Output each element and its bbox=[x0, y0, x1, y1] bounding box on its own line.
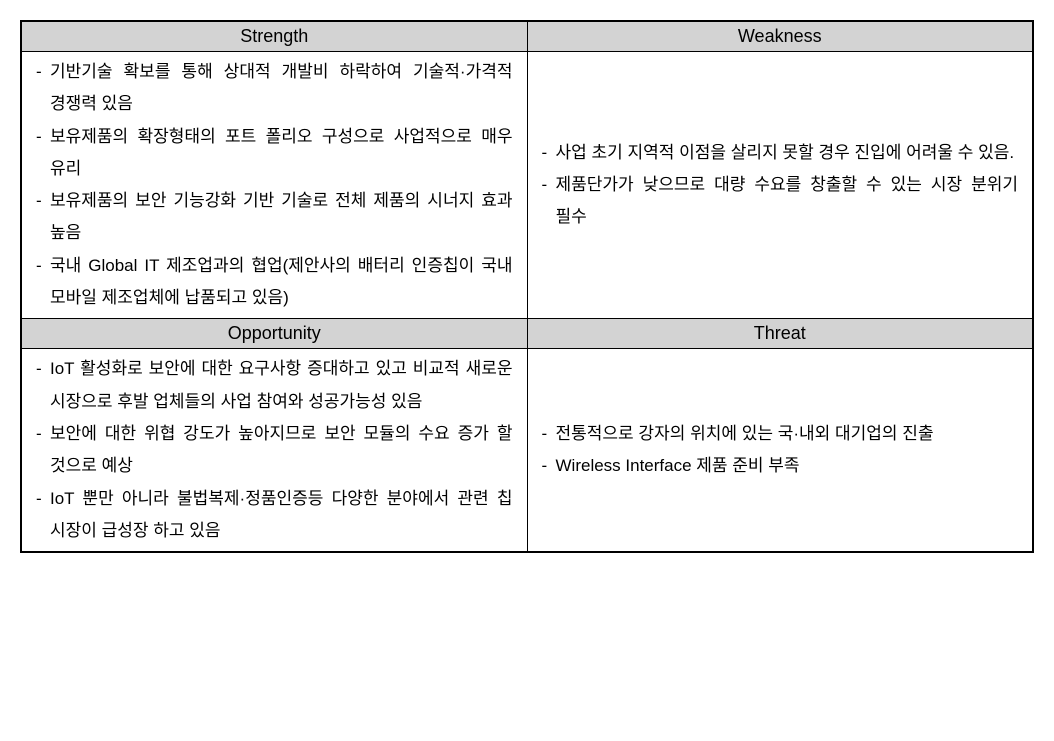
list-item: 국내 Global IT 제조업과의 협업(제안사의 배터리 인증칩이 국내 모… bbox=[36, 250, 513, 315]
list-item: 기반기술 확보를 통해 상대적 개발비 하락하여 기술적·가격적 경쟁력 있음 bbox=[36, 56, 513, 121]
opportunity-list: IoT 활성화로 보안에 대한 요구사항 증대하고 있고 비교적 새로운 시장으… bbox=[36, 353, 513, 547]
threat-list: 전통적으로 강자의 위치에 있는 국·내외 대기업의 진출 Wireless I… bbox=[542, 418, 1019, 483]
strength-header: Strength bbox=[21, 21, 527, 52]
list-item: IoT 뿐만 아니라 불법복제·정품인증등 다양한 분야에서 관련 칩 시장이 … bbox=[36, 483, 513, 548]
strength-list: 기반기술 확보를 통해 상대적 개발비 하락하여 기술적·가격적 경쟁력 있음 … bbox=[36, 56, 513, 314]
threat-cell: 전통적으로 강자의 위치에 있는 국·내외 대기업의 진출 Wireless I… bbox=[527, 349, 1033, 552]
strength-cell: 기반기술 확보를 통해 상대적 개발비 하락하여 기술적·가격적 경쟁력 있음 … bbox=[21, 52, 527, 319]
list-item: 사업 초기 지역적 이점을 살리지 못할 경우 진입에 어려울 수 있음. bbox=[542, 137, 1019, 169]
header-row-bottom: Opportunity Threat bbox=[21, 319, 1033, 349]
list-item: 전통적으로 강자의 위치에 있는 국·내외 대기업의 진출 bbox=[542, 418, 1019, 450]
opportunity-cell: IoT 활성화로 보안에 대한 요구사항 증대하고 있고 비교적 새로운 시장으… bbox=[21, 349, 527, 552]
weakness-list: 사업 초기 지역적 이점을 살리지 못할 경우 진입에 어려울 수 있음. 제품… bbox=[542, 137, 1019, 234]
weakness-header: Weakness bbox=[527, 21, 1033, 52]
weakness-cell: 사업 초기 지역적 이점을 살리지 못할 경우 진입에 어려울 수 있음. 제품… bbox=[527, 52, 1033, 319]
list-item: 제품단가가 낮으므로 대량 수요를 창출할 수 있는 시장 분위기 필수 bbox=[542, 169, 1019, 234]
header-row-top: Strength Weakness bbox=[21, 21, 1033, 52]
list-item: 보안에 대한 위협 강도가 높아지므로 보안 모듈의 수요 증가 할 것으로 예… bbox=[36, 418, 513, 483]
list-item: Wireless Interface 제품 준비 부족 bbox=[542, 450, 1019, 482]
list-item: 보유제품의 확장형태의 포트 폴리오 구성으로 사업적으로 매우 유리 bbox=[36, 121, 513, 186]
content-row-top: 기반기술 확보를 통해 상대적 개발비 하락하여 기술적·가격적 경쟁력 있음 … bbox=[21, 52, 1033, 319]
list-item: IoT 활성화로 보안에 대한 요구사항 증대하고 있고 비교적 새로운 시장으… bbox=[36, 353, 513, 418]
content-row-bottom: IoT 활성화로 보안에 대한 요구사항 증대하고 있고 비교적 새로운 시장으… bbox=[21, 349, 1033, 552]
threat-header: Threat bbox=[527, 319, 1033, 349]
list-item: 보유제품의 보안 기능강화 기반 기술로 전체 제품의 시너지 효과 높음 bbox=[36, 185, 513, 250]
swot-table: Strength Weakness 기반기술 확보를 통해 상대적 개발비 하락… bbox=[20, 20, 1034, 553]
opportunity-header: Opportunity bbox=[21, 319, 527, 349]
